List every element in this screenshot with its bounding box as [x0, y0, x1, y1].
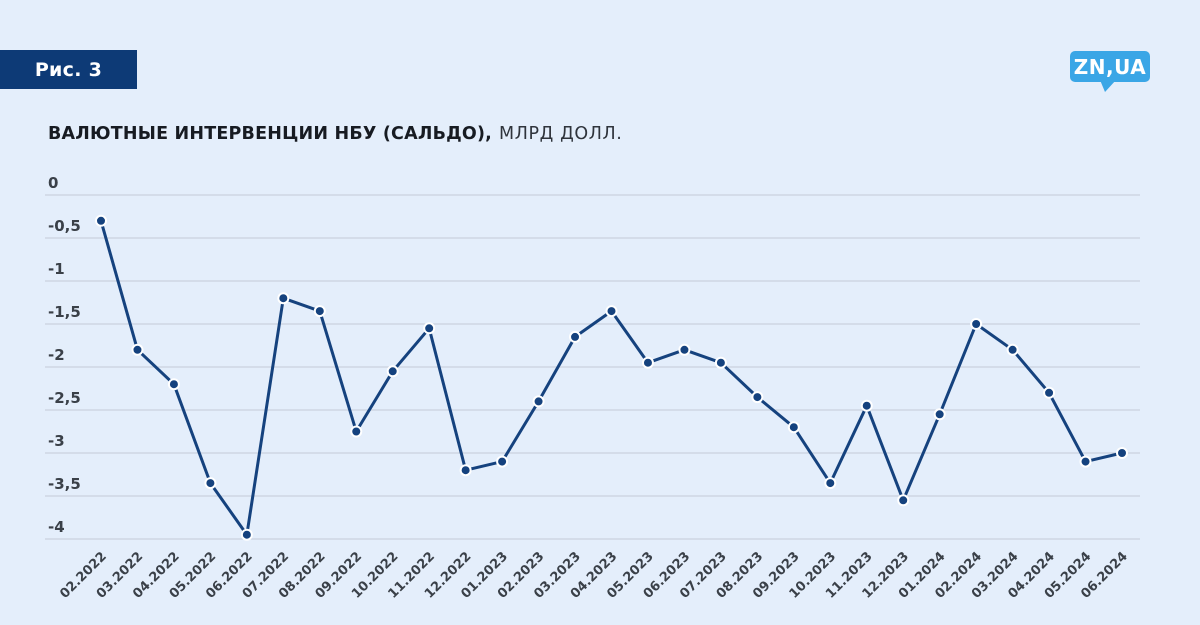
data-point [350, 425, 363, 438]
y-axis-label: -0,5 [48, 217, 81, 235]
y-axis-label: -3,5 [48, 475, 81, 493]
y-axis-label: -4 [48, 518, 65, 536]
znua-logo: ZN,UA [1070, 51, 1150, 92]
data-point [131, 343, 144, 356]
data-point [423, 322, 436, 335]
data-point [605, 305, 618, 318]
y-axis-label: -3 [48, 432, 65, 450]
data-point [313, 305, 326, 318]
chart-title: ВАЛЮТНЫЕ ИНТЕРВЕНЦИИ НБУ (САЛЬДО), МЛРД Д… [48, 124, 622, 144]
y-axis-label: -2,5 [48, 389, 81, 407]
data-point [204, 477, 217, 490]
data-point [824, 477, 837, 490]
data-point [167, 378, 180, 391]
data-point [860, 399, 873, 412]
data-point [459, 464, 472, 477]
logo-tail [1100, 80, 1116, 92]
data-point [897, 494, 910, 507]
data-point [386, 365, 399, 378]
data-point [240, 528, 253, 541]
data-point [1043, 386, 1056, 399]
data-point [569, 330, 582, 343]
data-point [95, 214, 107, 227]
y-axis-label: 0 [48, 174, 58, 192]
data-point [714, 356, 727, 369]
data-point [1079, 455, 1092, 468]
figure-badge-label: Рис. 3 [34, 58, 103, 81]
data-point [1116, 447, 1128, 459]
data-point [787, 421, 800, 434]
figure-badge: Рис. 3 [0, 50, 137, 89]
chart-title-unit: МЛРД ДОЛЛ. [499, 124, 623, 144]
data-point [641, 356, 654, 369]
y-axis-label: -1,5 [48, 303, 81, 321]
data-point [933, 408, 946, 421]
znua-logo-text: ZN,UA [1073, 54, 1147, 79]
data-point [678, 343, 691, 356]
data-point [751, 391, 764, 404]
data-point [277, 292, 290, 305]
data-point [970, 318, 983, 330]
data-point [532, 395, 545, 408]
data-point [1006, 343, 1019, 356]
chart-title-main: ВАЛЮТНЫЕ ИНТЕРВЕНЦИИ НБУ (САЛЬДО), [48, 124, 493, 144]
y-axis-label: -1 [48, 260, 65, 278]
y-axis-label: -2 [48, 346, 65, 364]
series-line [99, 219, 1124, 537]
data-point [496, 455, 509, 468]
